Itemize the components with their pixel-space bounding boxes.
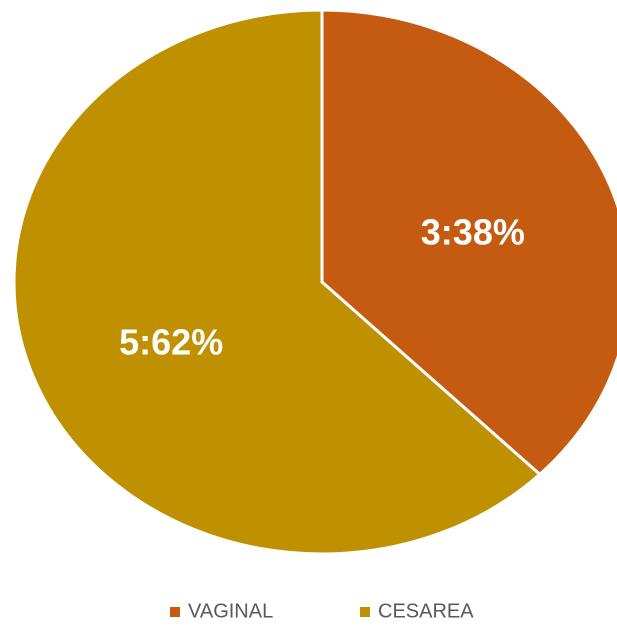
pie-slice [12,8,543,556]
data-label: 5:62% [119,322,223,363]
legend-swatch [170,607,180,617]
data-label: 3:38% [421,211,525,252]
legend-label: VAGINAL [188,600,273,622]
legend-label: CESAREA [378,600,474,622]
pie-slice [320,8,617,477]
legend-swatch [360,607,370,617]
